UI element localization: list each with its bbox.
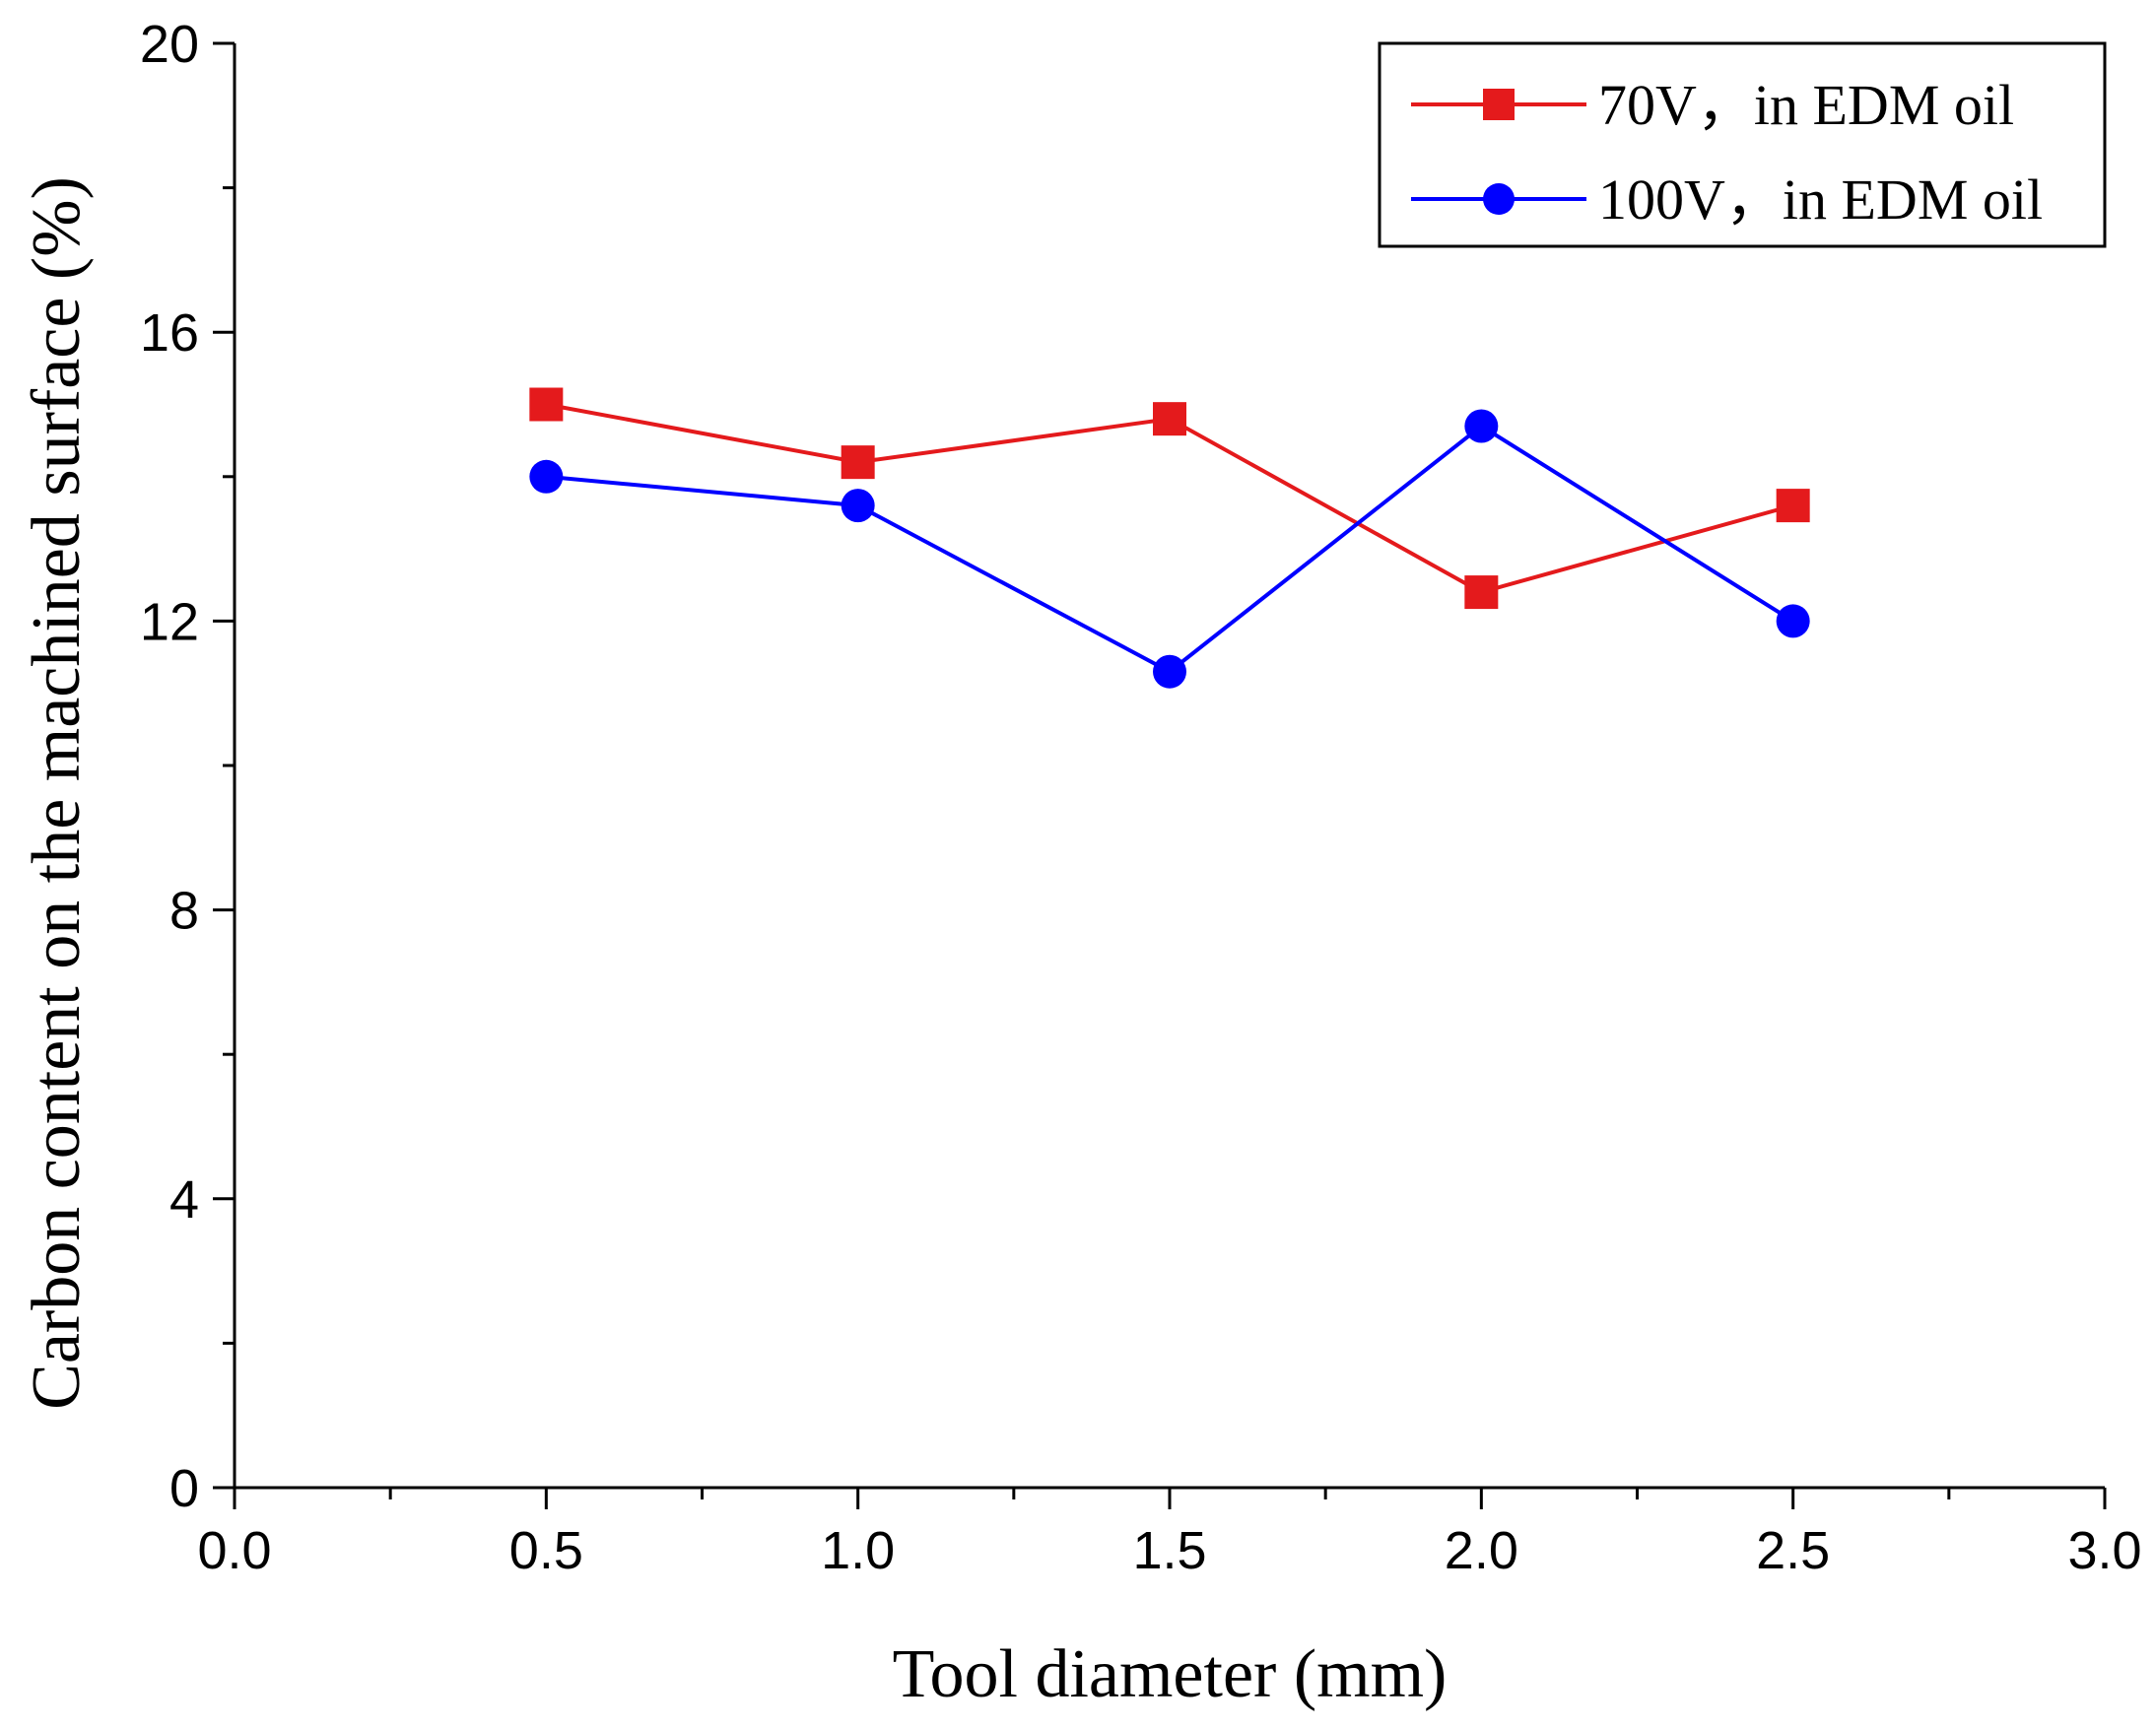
- series-1: [529, 387, 1810, 610]
- data-point-square: [1776, 489, 1810, 523]
- x-axis-title: Tool diameter (mm): [893, 1636, 1448, 1712]
- legend-label: 100V，in EDM oil: [1598, 167, 2043, 232]
- y-tick-label: 16: [140, 303, 199, 363]
- legend-marker-circle: [1483, 183, 1515, 215]
- y-tick-label: 4: [169, 1170, 199, 1230]
- data-point-circle: [1464, 409, 1499, 443]
- y-tick-label: 0: [169, 1459, 199, 1518]
- legend-item-2: 100V，in EDM oil: [1411, 167, 2043, 232]
- y-tick-label: 8: [169, 882, 199, 941]
- legend-marker-square: [1483, 89, 1515, 120]
- data-point-circle: [1776, 604, 1810, 638]
- data-point-circle: [1153, 654, 1186, 689]
- data-point-circle: [841, 489, 875, 523]
- data-point-square: [1464, 575, 1499, 610]
- legend: 70V，in EDM oil 100V，in EDM oil: [1378, 41, 2107, 248]
- x-tick-label: 3.0: [2067, 1521, 2141, 1580]
- y-tick-label: 20: [140, 15, 199, 74]
- x-tick-label: 0.0: [197, 1521, 271, 1580]
- axes: 0.0 0.5 1.0 1.5 2.0 2.5 3.0 0 4 8 12 16 20: [140, 15, 2142, 1580]
- y-axis-title: Carbon content on the machined surface (…: [19, 176, 95, 1410]
- x-tick-label: 2.5: [1756, 1521, 1830, 1580]
- data-point-circle: [529, 459, 564, 494]
- legend-item-1: 70V，in EDM oil: [1411, 73, 2014, 137]
- x-tick-label: 1.5: [1132, 1521, 1206, 1580]
- data-point-square: [1153, 402, 1186, 436]
- data-point-square: [841, 445, 875, 480]
- x-tick-label: 0.5: [509, 1521, 583, 1580]
- y-tick-label: 12: [140, 592, 199, 651]
- x-tick-label: 1.0: [821, 1521, 895, 1580]
- series-layer: [529, 387, 1810, 689]
- series-2: [529, 409, 1810, 689]
- x-tick-label: 2.0: [1445, 1521, 1518, 1580]
- data-point-square: [529, 387, 564, 422]
- legend-label: 70V，in EDM oil: [1598, 73, 2014, 137]
